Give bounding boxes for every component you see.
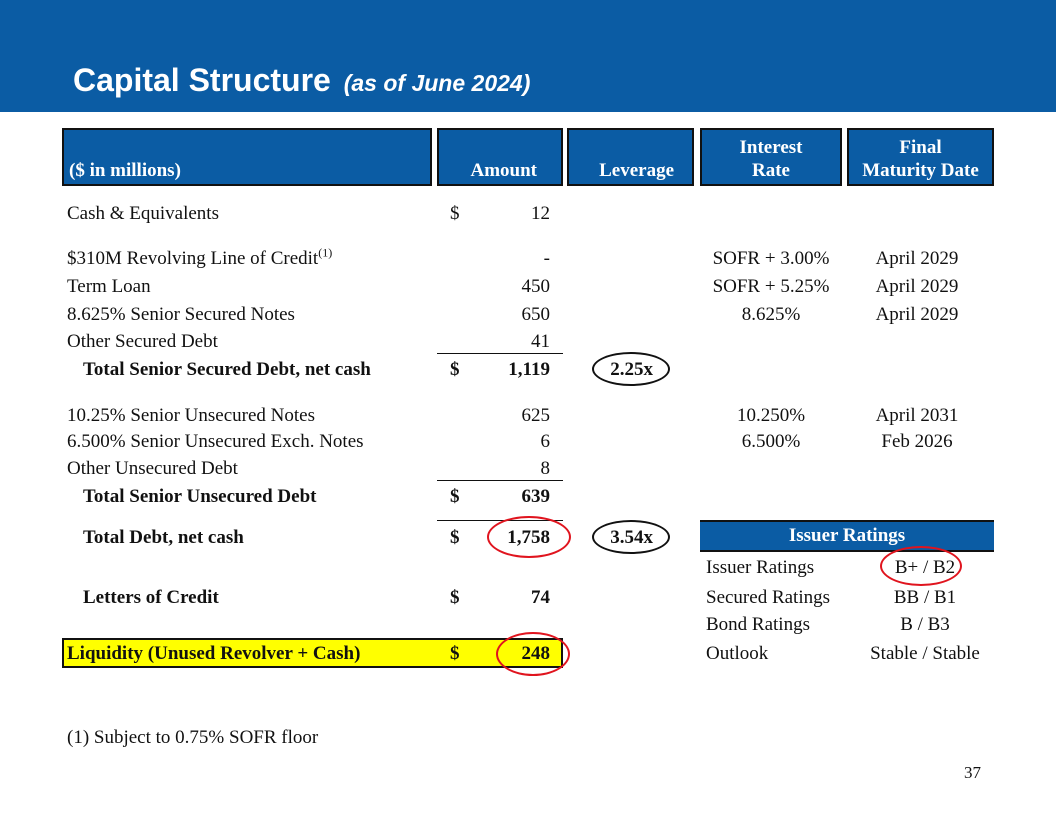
term-loan-amount: 450	[521, 276, 551, 297]
revolver-label-wrap: $310M Revolving Line of Credit(1)	[67, 247, 332, 271]
rating-value-bond: B / B3	[900, 614, 950, 635]
header-leverage-cell: Leverage	[567, 128, 694, 186]
total-secured-currency: $	[450, 359, 460, 380]
secured-notes-amount: 650	[521, 304, 551, 325]
subtotal-rule	[437, 353, 563, 354]
letters-credit-currency: $	[450, 587, 460, 608]
rating-name-issuer: Issuer Ratings	[706, 557, 815, 578]
header-amount-cell: Amount	[437, 128, 563, 186]
header-label: ($ in millions)	[69, 160, 181, 181]
header-amount: Amount	[470, 160, 537, 181]
exch-notes-label: 6.500% Senior Unsecured Exch. Notes	[67, 431, 364, 452]
term-loan-rate: SOFR + 5.25%	[712, 276, 830, 297]
emphasis-circle-total-debt	[487, 516, 571, 558]
unsecured-notes-amount: 625	[521, 405, 551, 426]
liquidity-label: Liquidity (Unused Revolver + Cash)	[67, 643, 361, 664]
emphasis-circle-issuer-rating	[880, 546, 962, 586]
unsecured-notes-maturity: April 2031	[875, 405, 959, 426]
exch-notes-maturity: Feb 2026	[881, 431, 953, 452]
revolver-rate: SOFR + 3.00%	[712, 248, 830, 269]
title-subtitle: (as of June 2024)	[343, 70, 531, 96]
header-rate-line2: Rate	[752, 160, 790, 181]
other-secured-amount: 41	[531, 331, 550, 352]
term-loan-maturity: April 2029	[875, 276, 959, 297]
revolver-amount: -	[543, 248, 550, 269]
term-loan-label: Term Loan	[67, 276, 151, 297]
page-number: 37	[964, 763, 981, 782]
title-main: Capital Structure	[73, 62, 331, 98]
letters-credit-amount: 74	[531, 587, 550, 608]
liquidity-currency: $	[450, 643, 460, 664]
secured-notes-label: 8.625% Senior Secured Notes	[67, 304, 295, 325]
subtotal-rule	[437, 480, 563, 481]
total-unsecured-currency: $	[450, 486, 460, 507]
header-maturity-cell: Final Maturity Date	[847, 128, 994, 186]
letters-credit-label: Letters of Credit	[83, 587, 219, 608]
rating-name-bond: Bond Ratings	[706, 614, 810, 635]
other-unsecured-amount: 8	[540, 458, 551, 479]
cash-currency: $	[450, 203, 460, 224]
exch-notes-rate: 6.500%	[741, 431, 801, 452]
total-debt-label: Total Debt, net cash	[83, 527, 244, 548]
header-rate-line1: Interest	[739, 137, 803, 158]
ratings-header: Issuer Ratings	[700, 520, 994, 552]
total-unsecured-label: Total Senior Unsecured Debt	[83, 486, 317, 507]
rating-name-outlook: Outlook	[706, 643, 769, 664]
title-banner	[0, 0, 1056, 112]
unsecured-notes-label: 10.25% Senior Unsecured Notes	[67, 405, 316, 426]
other-unsecured-label: Other Unsecured Debt	[67, 458, 238, 479]
cash-amount: 12	[531, 203, 550, 224]
header-maturity-line1: Final	[899, 137, 942, 158]
unsecured-notes-rate: 10.250%	[736, 405, 806, 426]
liquidity-highlight	[62, 638, 563, 668]
total-debt-currency: $	[450, 527, 460, 548]
footnote: (1) Subject to 0.75% SOFR floor	[67, 727, 319, 748]
rating-value-outlook: Stable / Stable	[870, 643, 980, 664]
leverage-oval	[592, 520, 670, 554]
secured-notes-rate: 8.625%	[741, 304, 801, 325]
header-rate-cell: Interest Rate	[700, 128, 842, 186]
revolver-label: $310M Revolving Line of Credit	[67, 248, 319, 269]
other-secured-label: Other Secured Debt	[67, 331, 218, 352]
header-label-cell: ($ in millions)	[62, 128, 432, 186]
page-title: Capital Structure (as of June 2024)	[73, 64, 530, 96]
exch-notes-amount: 6	[540, 431, 551, 452]
cash-label: Cash & Equivalents	[67, 203, 219, 224]
leverage-oval	[592, 352, 670, 386]
revolver-footnote-mark: (1)	[318, 245, 333, 260]
header-leverage: Leverage	[599, 160, 674, 181]
header-maturity-line2: Maturity Date	[862, 160, 979, 181]
rating-name-secured: Secured Ratings	[706, 587, 831, 608]
total-secured-amount: 1,119	[508, 359, 550, 380]
total-unsecured-amount: 639	[521, 486, 551, 507]
rating-value-secured: BB / B1	[893, 587, 957, 608]
emphasis-circle-liquidity	[496, 632, 570, 676]
secured-notes-maturity: April 2029	[875, 304, 959, 325]
total-secured-label: Total Senior Secured Debt, net cash	[83, 359, 371, 380]
revolver-maturity: April 2029	[875, 248, 959, 269]
